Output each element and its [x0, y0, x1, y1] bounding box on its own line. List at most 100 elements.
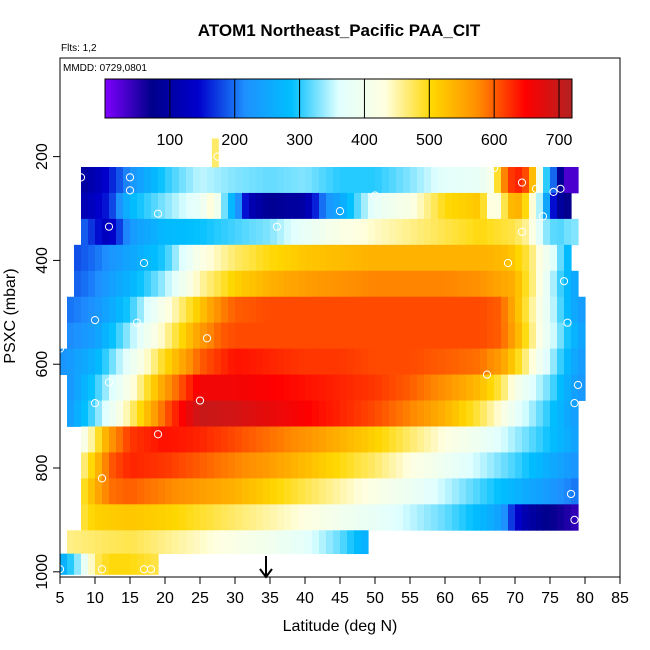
- heatmap-cell: [431, 218, 439, 246]
- heatmap-cell: [81, 270, 89, 298]
- heatmap-cell: [466, 192, 474, 220]
- heatmap-cell: [480, 218, 488, 246]
- heatmap-cell: [410, 452, 418, 479]
- heatmap-cell: [235, 426, 243, 453]
- heatmap-cell: [550, 296, 558, 324]
- heatmap-cell: [494, 400, 502, 427]
- heatmap-cell: [466, 218, 474, 246]
- heatmap-cell: [375, 426, 383, 453]
- heatmap-cell: [410, 504, 418, 531]
- heatmap-cell: [235, 296, 243, 324]
- heatmap-cell: [417, 504, 425, 531]
- heatmap-cell: [522, 478, 530, 505]
- heatmap-cell: [158, 270, 166, 298]
- heatmap-cell: [123, 452, 131, 479]
- heatmap-cell: [214, 426, 222, 453]
- heatmap-cell: [95, 166, 103, 194]
- heatmap-cell: [410, 478, 418, 505]
- heatmap-cell: [144, 452, 152, 479]
- heatmap-cell: [452, 504, 460, 531]
- sample-point-marker: [563, 318, 572, 327]
- heatmap-cell: [522, 400, 530, 427]
- heatmap-cell: [312, 296, 320, 324]
- heatmap-cell: [480, 478, 488, 505]
- heatmap-cell: [200, 244, 208, 272]
- heatmap-cell: [284, 452, 292, 479]
- heatmap-cell: [291, 452, 299, 479]
- heatmap-cell: [151, 374, 159, 401]
- flights-note: Flts: 1,2: [61, 43, 97, 54]
- heatmap-cell: [144, 478, 152, 505]
- heatmap-cell: [109, 374, 117, 401]
- heatmap-cell: [529, 400, 537, 427]
- heatmap-cell: [326, 504, 334, 531]
- heatmap-cell: [256, 530, 264, 555]
- heatmap-cell: [137, 452, 145, 479]
- heatmap-cell: [200, 166, 208, 194]
- heatmap-cell: [354, 296, 362, 324]
- heatmap-cell: [361, 218, 369, 246]
- heatmap-cell: [109, 400, 117, 427]
- heatmap-cell: [158, 244, 166, 272]
- heatmap-cell: [249, 192, 257, 220]
- heatmap-cell: [137, 218, 145, 246]
- heatmap-cell: [473, 244, 481, 272]
- heatmap-cell: [501, 426, 509, 453]
- heatmap-cell: [466, 322, 474, 350]
- heatmap-cell: [536, 426, 544, 453]
- heatmap-cell: [347, 504, 355, 531]
- heatmap-cell: [193, 426, 201, 453]
- heatmap-cell: [221, 400, 229, 427]
- heatmap-cell: [473, 218, 481, 246]
- heatmap-cell: [487, 504, 495, 531]
- heatmap-cell: [480, 374, 488, 401]
- x-tick-label: 15: [121, 590, 139, 607]
- heatmap-cell: [326, 244, 334, 272]
- heatmap-cell: [452, 218, 460, 246]
- heatmap-cell: [459, 400, 467, 427]
- heatmap-cell: [109, 296, 117, 324]
- heatmap-cell: [67, 374, 75, 401]
- heatmap-cell: [340, 426, 348, 453]
- heatmap-cell: [466, 452, 474, 479]
- heatmap-cell: [130, 452, 138, 479]
- heatmap-cell: [326, 270, 334, 298]
- heatmap-cell: [550, 348, 558, 375]
- heatmap-cell: [410, 270, 418, 298]
- heatmap-cell: [312, 478, 320, 505]
- heatmap-cell: [375, 218, 383, 246]
- heatmap-cell: [172, 478, 180, 505]
- heatmap-cell: [501, 270, 509, 298]
- heatmap-cell: [557, 322, 565, 350]
- heatmap-cell: [480, 244, 488, 272]
- heatmap-cell: [305, 478, 313, 505]
- heatmap-cell: [235, 322, 243, 350]
- heatmap-cell: [102, 553, 110, 575]
- heatmap-cell: [179, 374, 187, 401]
- heatmap-cell: [207, 478, 215, 505]
- heatmap-cell: [347, 400, 355, 427]
- heatmap-cell: [550, 400, 558, 427]
- heatmap-cell: [529, 244, 537, 272]
- heatmap-cell: [123, 426, 131, 453]
- heatmap-cell: [193, 166, 201, 194]
- heatmap-cell: [550, 374, 558, 401]
- heatmap-cell: [270, 244, 278, 272]
- heatmap-cell: [200, 504, 208, 531]
- heatmap-cell: [102, 348, 110, 375]
- heatmap-cell: [543, 400, 551, 427]
- heatmap-cell: [375, 192, 383, 220]
- heatmap-cell: [424, 296, 432, 324]
- heatmap-cell: [557, 244, 565, 272]
- heatmap-cell: [494, 452, 502, 479]
- heatmap-cell: [438, 296, 446, 324]
- heatmap-cell: [123, 530, 131, 555]
- heatmap-cell: [179, 244, 187, 272]
- heatmap-cell: [340, 374, 348, 401]
- heatmap-cell: [270, 166, 278, 194]
- heatmap-cell: [207, 166, 215, 194]
- heatmap-cell: [144, 530, 152, 555]
- heatmap-cell: [165, 296, 173, 324]
- heatmap-cell: [88, 244, 96, 272]
- heatmap-cell: [543, 452, 551, 479]
